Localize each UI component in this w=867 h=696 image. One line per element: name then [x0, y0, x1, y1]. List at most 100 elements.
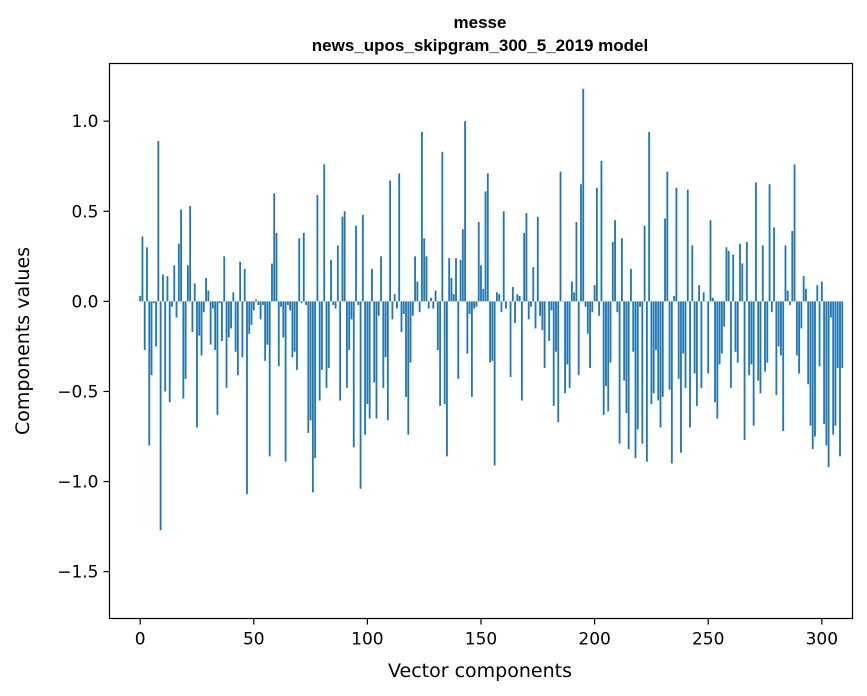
- x-axis-ticks: 0 50 100 150 200 250 300: [135, 618, 838, 650]
- bar: [250, 301, 253, 325]
- bar: [695, 301, 698, 406]
- bar: [455, 258, 457, 302]
- bar: [425, 256, 428, 302]
- bar: [668, 301, 671, 390]
- x-tick-label: 0: [135, 630, 146, 650]
- bar: [620, 238, 623, 302]
- bar: [511, 286, 514, 302]
- bar: [559, 171, 562, 302]
- bar: [777, 301, 780, 347]
- bar: [309, 301, 312, 421]
- bar: [214, 301, 217, 351]
- bar: [443, 301, 446, 405]
- bar: [407, 301, 410, 435]
- x-tick-label: 50: [243, 630, 265, 650]
- bar: [221, 301, 223, 341]
- bar: [661, 301, 664, 397]
- bar: [750, 301, 753, 365]
- bar: [718, 301, 721, 365]
- bar: [834, 301, 837, 426]
- bar: [216, 301, 219, 415]
- bar: [259, 301, 262, 320]
- bar: [148, 301, 151, 446]
- bar: [566, 301, 569, 365]
- bar: [468, 301, 471, 314]
- bar: [400, 301, 403, 332]
- bar: [239, 261, 242, 302]
- bar: [139, 295, 142, 302]
- x-axis-label: Vector components: [388, 660, 572, 682]
- bar: [180, 209, 182, 302]
- bar: [300, 301, 303, 304]
- bar: [520, 301, 523, 401]
- bar: [595, 187, 598, 302]
- bar: [730, 301, 732, 388]
- bar: [589, 301, 591, 369]
- bar: [539, 301, 541, 316]
- bar: [264, 301, 267, 361]
- bar: [432, 301, 435, 309]
- bar: [282, 301, 285, 338]
- bar: [334, 301, 337, 309]
- bar: [143, 301, 146, 351]
- bar: [775, 301, 778, 396]
- bar: [770, 301, 773, 313]
- bar: [436, 301, 439, 351]
- bar: [784, 245, 787, 302]
- bar: [359, 301, 362, 489]
- bar: [271, 263, 273, 302]
- bar: [820, 281, 823, 302]
- bar: [298, 238, 301, 302]
- bar: [205, 277, 207, 302]
- bar: [316, 195, 319, 302]
- bar: [714, 301, 716, 403]
- bar: [839, 301, 841, 457]
- bar: [152, 301, 155, 304]
- chart-subtitle: news_upos_skipgram_300_5_2019 model: [312, 36, 648, 55]
- bar: [816, 285, 819, 302]
- bar: [609, 301, 612, 363]
- bar: [607, 301, 610, 412]
- bar: [291, 301, 294, 358]
- bar: [186, 265, 189, 302]
- bar: [307, 301, 310, 433]
- bar: [752, 301, 755, 426]
- bar: [207, 290, 210, 302]
- bar: [321, 301, 323, 370]
- bar: [402, 301, 405, 314]
- bar: [500, 301, 503, 313]
- bar: [305, 301, 307, 305]
- bar: [343, 211, 346, 302]
- bar: [557, 301, 560, 423]
- bar: [580, 184, 582, 302]
- bar: [341, 216, 344, 302]
- bar: [716, 301, 719, 419]
- bar: [502, 211, 505, 302]
- bar: [384, 301, 387, 358]
- bar: [289, 301, 292, 311]
- bar: [555, 301, 557, 352]
- bar: [548, 301, 551, 341]
- bar: [627, 301, 630, 450]
- bar: [314, 301, 317, 459]
- bar: [173, 265, 176, 302]
- bar: [302, 232, 305, 302]
- bar: [786, 290, 789, 302]
- bar: [418, 301, 421, 313]
- y-tick-label: 0.0: [71, 292, 98, 312]
- bar: [466, 301, 469, 354]
- y-axis-label: Components values: [12, 247, 34, 435]
- bar: [164, 301, 167, 392]
- bar: [430, 297, 432, 302]
- bar: [727, 250, 730, 302]
- bar: [745, 241, 748, 302]
- bar: [534, 301, 537, 329]
- y-tick-label: 0.5: [71, 202, 98, 222]
- bar: [414, 256, 417, 302]
- bar: [641, 301, 644, 444]
- bar: [225, 301, 228, 388]
- bar: [689, 301, 691, 428]
- bar: [691, 245, 694, 302]
- bar: [802, 276, 805, 302]
- bar: [177, 243, 180, 302]
